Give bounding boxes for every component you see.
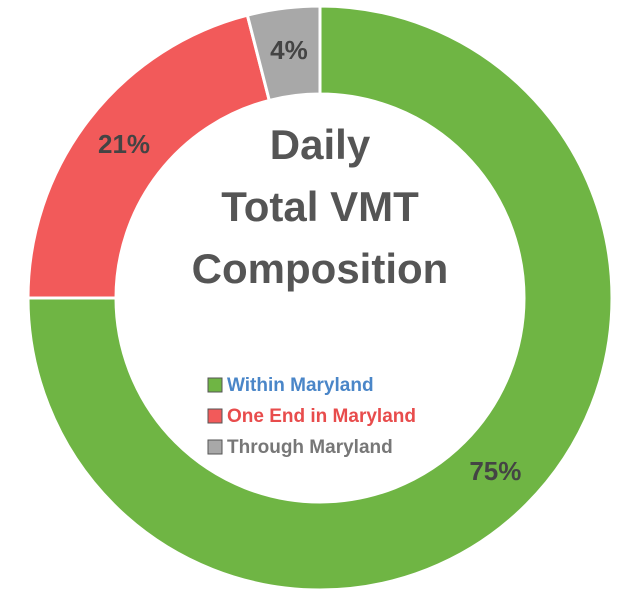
value-label: 4%	[270, 35, 308, 65]
chart-title: Total VMT	[221, 183, 419, 230]
legend-label: Within Maryland	[227, 375, 374, 396]
donut-slice	[26, 13, 272, 300]
chart-title: Composition	[192, 245, 449, 292]
value-label: 75%	[469, 456, 521, 486]
legend-label: Through Maryland	[227, 437, 393, 458]
legend-label: One End in Maryland	[227, 406, 416, 427]
donut-slice	[26, 4, 614, 592]
value-label: 21%	[98, 129, 150, 159]
legend-marker	[207, 439, 223, 455]
chart-title: Daily	[270, 121, 371, 168]
legend-marker	[207, 377, 223, 393]
donut-slice	[245, 4, 322, 103]
legend-marker	[207, 408, 223, 424]
